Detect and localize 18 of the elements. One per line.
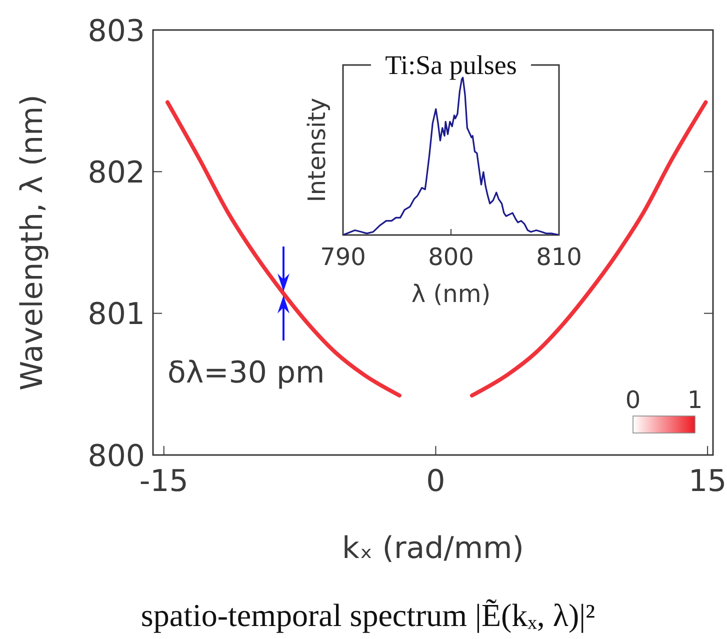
x-tick-label: 810 [536,243,582,271]
y-tick-label: 802 [88,155,145,190]
x-tick-label: 800 [428,243,474,271]
y-tick-label: 803 [88,14,145,49]
x-tick-label: 0 [426,464,446,499]
annotation: 1 [687,386,703,414]
text: spatio-temporal spectrum |Ẽ(kₓ, λ)|² [140,597,596,633]
annotation: 0 [625,386,641,414]
x-axis-title: kₓ (rad/mm) [342,531,524,566]
annotation: δλ=30 pm [167,356,325,390]
y-tick-label: 801 [88,297,145,332]
x-tick-label: 790 [320,243,366,271]
x-tick-label: 15 [688,464,727,499]
x-axis-title: λ (nm) [411,280,491,308]
line-series [166,100,402,398]
chart-title: Ti:Sa pulses [385,50,517,80]
y-axis-title: Wavelength, λ (nm) [15,94,50,390]
y-axis-title: Intensity [303,98,331,202]
